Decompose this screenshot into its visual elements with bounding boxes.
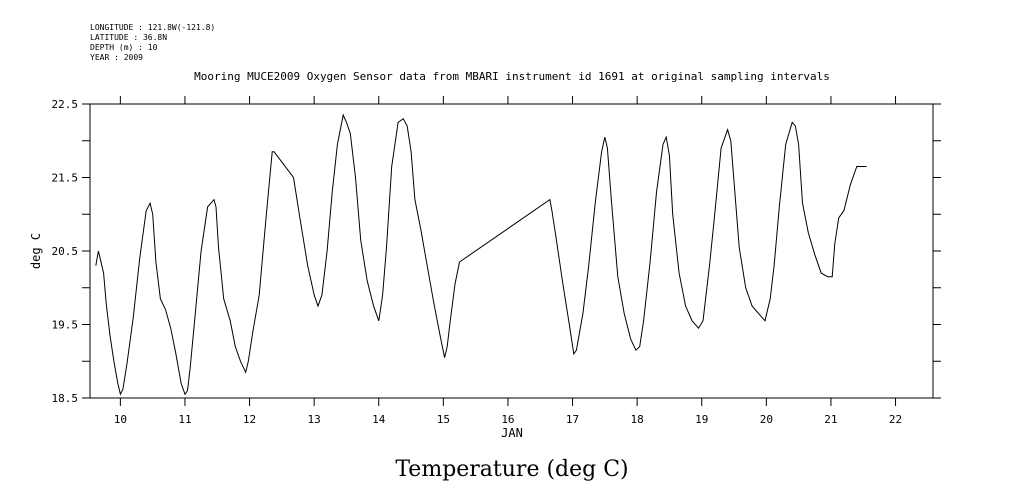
latitude-label: LATITUDE : 36.8N [90,33,167,42]
year-label: YEAR : 2009 [90,53,143,62]
longitude-label: LONGITUDE : 121.8W(-121.8) [90,23,215,32]
temperature-series-line [95,113,867,396]
x-tick-label: 22 [889,413,902,426]
y-axis-label: deg C [29,233,43,269]
x-axis-label: JAN [501,426,523,440]
x-tick-label: 13 [308,413,321,426]
x-tick-label: 17 [566,413,579,426]
x-tick-label: 19 [695,413,708,426]
depth-label: DEPTH (m) : 10 [90,43,158,52]
y-tick-label: 19.5 [52,319,79,332]
figure-caption: Temperature (deg C) [395,457,628,482]
x-tick-label: 21 [824,413,837,426]
x-tick-label: 10 [114,413,127,426]
axis-ticks [82,96,941,406]
y-tick-label: 20.5 [52,245,79,258]
y-tick-label: 22.5 [52,98,79,111]
plot-frame [89,103,934,399]
x-tick-label: 12 [243,413,256,426]
chart-title: Mooring MUCE2009 Oxygen Sensor data from… [194,70,830,83]
y-tick-label: 18.5 [52,392,79,405]
x-tick-label: 11 [178,413,191,426]
x-tick-label: 14 [372,413,386,426]
axis-tick-labels: 10 11 12 13 14 15 16 17 18 19 20 21 22 18.5 19.5 20.5 21… [52,98,903,426]
x-tick-label: 20 [760,413,773,426]
x-tick-label: 16 [501,413,514,426]
x-tick-label: 18 [631,413,644,426]
y-tick-label: 21.5 [52,172,79,185]
x-tick-label: 15 [437,413,450,426]
